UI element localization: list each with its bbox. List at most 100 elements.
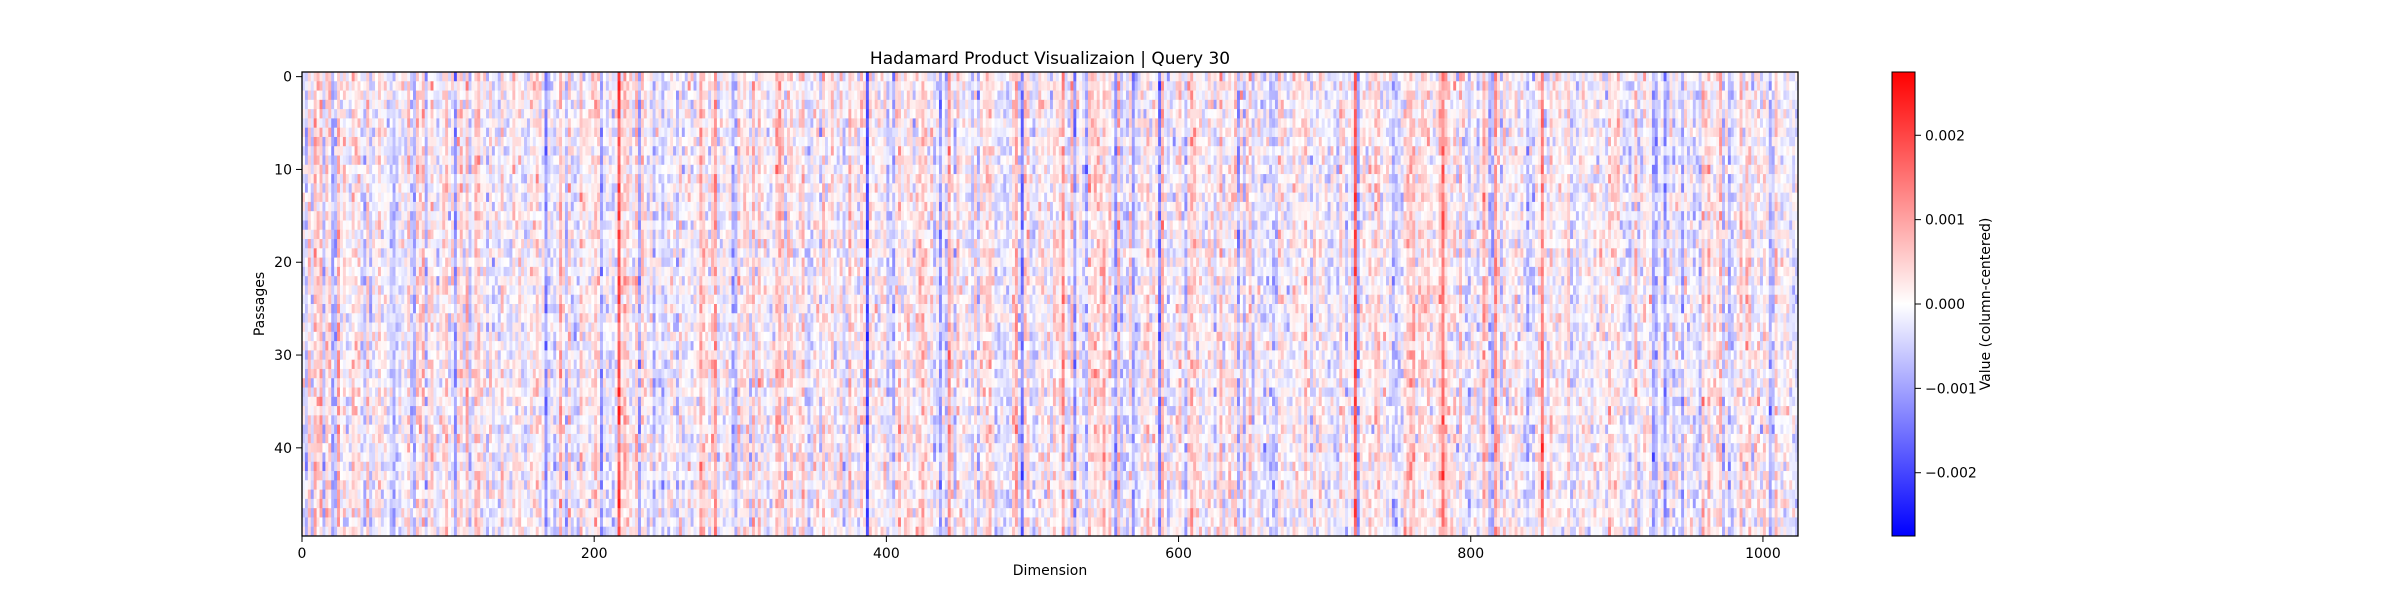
heatmap-cell [1067,118,1071,129]
heatmap-cell [351,72,355,82]
heatmap-cell [1400,155,1404,166]
heatmap-cell [1190,136,1194,147]
heatmap-cell [550,81,554,91]
heatmap-cell [386,146,391,156]
heatmap-cell [1061,136,1066,147]
heatmap-cell [556,136,560,147]
heatmap-cell [1213,136,1217,147]
heatmap-cell [526,136,531,147]
heatmap-cell [1543,72,1548,82]
heatmap-cell [448,136,452,147]
heatmap-cell [1190,155,1194,166]
heatmap-cell [1301,136,1305,147]
heatmap-cell [608,146,613,156]
heatmap-cell [1184,72,1188,82]
heatmap-cell [471,155,475,166]
heatmap-cell [313,99,318,110]
heatmap-cell [1266,155,1270,166]
heatmap-cell [702,81,706,91]
heatmap-cell [833,146,838,156]
heatmap-cell [1356,118,1361,129]
heatmap-cell [529,127,534,138]
heatmap-cell [1476,109,1480,119]
heatmap-cell [1093,81,1098,91]
heatmap-cell [483,118,487,129]
heatmap-cell [781,118,785,129]
heatmap-cell [1073,136,1077,147]
heatmap-cell [1140,72,1144,82]
heatmap-cell [678,81,683,91]
heatmap-cell [1724,127,1729,138]
heatmap-cell [965,81,969,91]
heatmap-cell [1432,146,1437,156]
heatmap-cell [471,109,475,119]
heatmap-cell [938,81,943,91]
heatmap-cell [1529,72,1533,82]
heatmap-cell [1640,127,1644,138]
heatmap-cell [322,155,326,166]
heatmap-cell [518,109,522,119]
heatmap-cell [1374,118,1378,129]
heatmap-cell [1377,109,1381,119]
heatmap-cell [643,155,648,166]
heatmap-cell [848,146,852,156]
heatmap-cell [1719,72,1723,82]
heatmap-cell [1368,72,1372,82]
heatmap-cell [1748,81,1752,91]
heatmap-cell [1213,127,1217,138]
heatmap-cell [1201,81,1206,91]
heatmap-cell [1082,109,1086,119]
heatmap-cell [1684,118,1688,129]
heatmap-cell [1324,136,1328,147]
heatmap-cell [1426,109,1431,119]
heatmap-cell [1789,109,1793,119]
heatmap-cell [588,155,592,166]
heatmap-cell [801,72,805,82]
heatmap-cell [1050,72,1054,82]
heatmap-cell [1765,146,1770,156]
heatmap-cell [959,155,963,166]
heatmap-cell [1248,146,1253,156]
heatmap-cell [1473,146,1477,156]
heatmap-cell [1310,155,1314,166]
heatmap-cell [1228,72,1232,82]
heatmap-cell [889,155,893,166]
heatmap-cell [427,155,431,166]
heatmap-cell [448,146,452,156]
heatmap-cell [491,136,496,147]
heatmap-cell [1166,127,1171,138]
heatmap-cell [1374,146,1378,156]
heatmap-cell [1634,81,1638,91]
heatmap-cell [1304,90,1308,101]
heatmap-cell [600,118,604,129]
heatmap-cell [892,72,896,82]
heatmap-cell [608,109,613,119]
heatmap-cell [1181,136,1185,147]
heatmap-cell [1201,118,1206,129]
heatmap-cell [611,99,616,110]
heatmap-cell [1456,109,1460,119]
heatmap-cell [1131,90,1136,101]
heatmap-cell [325,155,329,166]
heatmap-cell [562,72,566,82]
heatmap-cell [1792,127,1796,138]
heatmap-cell [591,99,595,110]
heatmap-cell [538,72,542,82]
heatmap-cell [1648,90,1653,101]
heatmap-cell [1307,109,1311,119]
heatmap-cell [427,72,431,82]
heatmap-cell [1131,81,1136,91]
heatmap-cell [1762,118,1767,129]
heatmap-cell [357,127,361,138]
heatmap-cell [1000,99,1004,110]
heatmap-cell [1064,109,1068,119]
heatmap-cell [1187,72,1191,82]
heatmap-cell [1719,146,1723,156]
heatmap-cell [413,99,417,110]
heatmap-cell [483,136,487,147]
heatmap-cell [620,72,624,82]
heatmap-cell [383,90,388,101]
heatmap-cell [1336,109,1340,119]
heatmap-cell [813,99,817,110]
heatmap-cell [1453,81,1457,91]
